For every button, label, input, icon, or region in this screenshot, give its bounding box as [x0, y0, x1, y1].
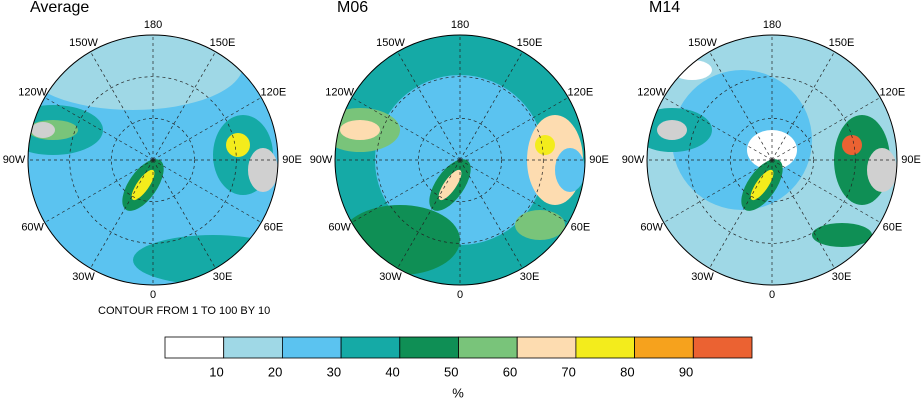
latitude-circle: [376, 76, 544, 244]
colorbar-label: 50: [444, 364, 458, 379]
latitude-circle: [729, 117, 815, 203]
longitude-label: 90W: [3, 154, 26, 166]
meridian: [397, 51, 461, 161]
latitude-circle: [110, 117, 196, 203]
longitude-label: 30E: [520, 271, 540, 283]
longitude-label: 120E: [568, 86, 594, 98]
meridian: [459, 159, 523, 269]
meridian: [351, 159, 461, 223]
longitude-label: 60W: [640, 221, 663, 233]
longitude-label: 180: [144, 19, 162, 31]
colorbar-box: [458, 336, 518, 359]
longitude-label: 150E: [517, 37, 543, 49]
longitude-label: 90E: [901, 154, 921, 166]
map-border: [27, 34, 279, 286]
map-border: [334, 34, 586, 286]
map-panel: 180 150E 120E 90E 60E 30E 0 30W 60W 90W 120W 150W M1…: [622, 0, 921, 301]
colorbar-label: 40: [385, 364, 399, 379]
longitude-label: 90W: [622, 154, 645, 166]
longitude-label: 150E: [210, 37, 236, 49]
longitude-label: 150W: [69, 37, 98, 49]
longitude-label: 30E: [832, 271, 852, 283]
meridian: [90, 51, 154, 161]
colorbar-box: [281, 336, 342, 359]
longitude-label: 180: [451, 19, 469, 31]
colorbar-label: 10: [209, 364, 223, 379]
longitude-label: 150W: [688, 37, 717, 49]
meridian: [771, 159, 835, 269]
meridian: [709, 159, 773, 269]
meridian: [459, 159, 569, 223]
longitude-label: 180: [763, 19, 781, 31]
meridian: [152, 159, 216, 269]
meridian: [44, 97, 154, 161]
meridian: [709, 51, 773, 161]
latitude-circle: [69, 76, 237, 244]
meridian: [152, 159, 262, 223]
longitude-label: 0: [457, 289, 463, 301]
meridian: [663, 159, 773, 223]
map-panel: 180 150E 120E 90E 60E 30E 0 30W 60W 90W 120W 150W M0…: [310, 0, 609, 301]
contour-note: CONTOUR FROM 1 TO 100 BY 10: [98, 305, 270, 317]
longitude-label: 60E: [571, 221, 591, 233]
meridian: [663, 97, 773, 161]
longitude-label: 120W: [637, 86, 666, 98]
meridian: [771, 51, 835, 161]
longitude-label: 30E: [213, 271, 233, 283]
longitude-label: 90E: [589, 154, 609, 166]
longitude-label: 120E: [261, 86, 287, 98]
colorbar-unit: %: [452, 385, 464, 400]
map-panel: 180 150E 120E 90E 60E 30E 0 30W 60W 90W 120W 150W Av…: [3, 0, 302, 317]
longitude-label: 60E: [264, 221, 284, 233]
colorbar-box: [223, 336, 283, 359]
colorbar-label: 90: [679, 364, 693, 379]
meridian: [397, 159, 461, 269]
longitude-label: 120W: [325, 86, 354, 98]
meridian: [351, 97, 461, 161]
colorbar-label: 70: [561, 364, 575, 379]
colorbar-label: 20: [268, 364, 282, 379]
colorbar-label: 80: [620, 364, 634, 379]
panel-title: M06: [337, 0, 368, 16]
colorbar-label: 60: [503, 364, 517, 379]
longitude-label: 150W: [376, 37, 405, 49]
latitude-circle: [688, 76, 856, 244]
longitude-label: 60E: [883, 221, 903, 233]
longitude-label: 90W: [310, 154, 333, 166]
meridian: [152, 51, 216, 161]
longitude-label: 150E: [829, 37, 855, 49]
longitude-label: 90E: [282, 154, 302, 166]
meridian: [459, 51, 523, 161]
colorbar-box: [692, 336, 753, 359]
map-border: [646, 34, 898, 286]
longitude-label: 60W: [328, 221, 351, 233]
colorbar-box: [399, 336, 459, 359]
longitude-label: 0: [769, 289, 775, 301]
longitude-label: 120E: [880, 86, 906, 98]
meridian: [771, 97, 881, 161]
longitude-label: 0: [150, 289, 156, 301]
meridian: [771, 159, 881, 223]
longitude-label: 30W: [379, 271, 402, 283]
colorbar-box: [340, 336, 401, 359]
colorbar-box: [575, 336, 636, 359]
longitude-label: 60W: [21, 221, 44, 233]
longitude-label: 30W: [691, 271, 714, 283]
meridian: [90, 159, 154, 269]
colorbar-box: [164, 336, 225, 359]
panel-title: M14: [649, 0, 680, 16]
colorbar-box: [516, 336, 577, 359]
longitude-label: 120W: [18, 86, 47, 98]
longitude-label: 30W: [72, 271, 95, 283]
panel-title: Average: [30, 0, 89, 16]
meridian: [459, 97, 569, 161]
meridian: [44, 159, 154, 223]
colorbar-label: 30: [327, 364, 341, 379]
meridian: [152, 97, 262, 161]
colorbar-box: [634, 336, 694, 359]
